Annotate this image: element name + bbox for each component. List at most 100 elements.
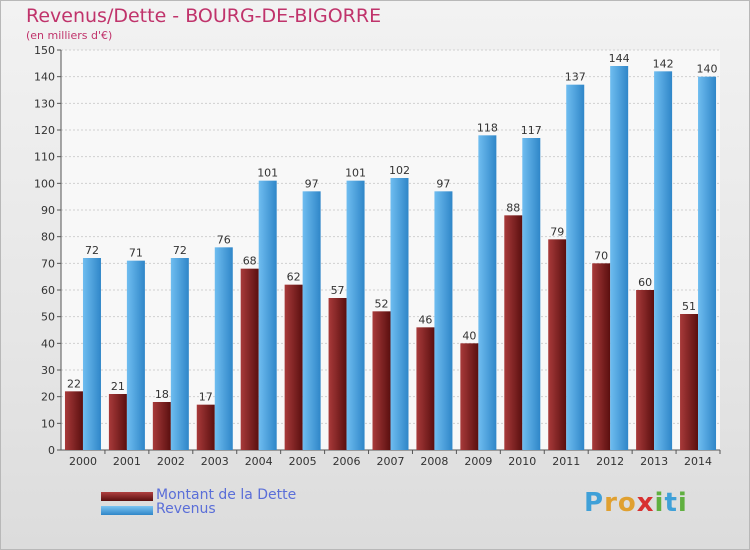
data-label-dette: 51 [682, 300, 696, 313]
y-tick-label: 80 [41, 231, 55, 244]
data-label-revenus: 102 [389, 164, 410, 177]
bar-dette [240, 268, 259, 450]
data-label-dette: 52 [375, 297, 389, 310]
y-tick-label: 120 [34, 124, 55, 137]
y-tick-label: 30 [41, 364, 55, 377]
logo-letter: r [604, 488, 618, 518]
data-label-dette: 21 [111, 380, 125, 393]
data-label-dette: 18 [155, 388, 169, 401]
bar-revenus [698, 76, 717, 451]
data-label-revenus: 144 [609, 52, 630, 65]
x-tick-label: 2006 [333, 455, 361, 468]
y-tick-label: 130 [34, 97, 55, 110]
bar-revenus [170, 258, 189, 450]
x-tick-label: 2013 [640, 455, 668, 468]
data-label-dette: 46 [418, 313, 432, 326]
bar-dette [372, 311, 391, 450]
x-tick-label: 2003 [201, 455, 229, 468]
bar-dette [592, 263, 611, 450]
y-tick-label: 60 [41, 284, 55, 297]
x-tick-label: 2009 [464, 455, 492, 468]
bar-dette [416, 327, 435, 450]
x-tick-label: 2007 [377, 455, 405, 468]
data-label-revenus: 118 [477, 121, 498, 134]
bar-dette [504, 215, 523, 450]
data-label-revenus: 72 [85, 244, 99, 257]
x-tick-label: 2012 [596, 455, 624, 468]
data-label-revenus: 72 [173, 244, 187, 257]
data-label-revenus: 97 [436, 177, 450, 190]
data-label-revenus: 76 [217, 233, 231, 246]
logo-letter: i [654, 488, 665, 518]
y-tick-label: 90 [41, 204, 55, 217]
bar-dette [548, 239, 567, 450]
bar-revenus [346, 180, 365, 450]
bar-revenus [434, 191, 453, 451]
x-tick-label: 2002 [157, 455, 185, 468]
data-label-revenus: 142 [653, 57, 674, 70]
y-tick-label: 70 [41, 257, 55, 270]
bar-revenus [82, 258, 101, 450]
x-tick-label: 2000 [69, 455, 97, 468]
x-tick-label: 2010 [508, 455, 536, 468]
legend-label-revenus: Revenus [156, 501, 216, 517]
legend-swatch-dette [101, 492, 153, 501]
data-labels: 22 72 21 71 18 72 17 76 68 101 62 97 57 101 52 102 46 97 4… [67, 52, 718, 404]
bar-revenus [566, 84, 585, 451]
bar-revenus [302, 191, 321, 451]
x-tick-label: 2001 [113, 455, 141, 468]
y-tick-label: 0 [48, 444, 55, 457]
y-tick-label: 140 [34, 71, 55, 84]
data-label-revenus: 97 [305, 177, 319, 190]
bar-dette [152, 402, 171, 450]
data-label-dette: 60 [638, 276, 652, 289]
bar-dette [680, 314, 699, 450]
data-label-dette: 62 [287, 271, 301, 284]
x-tick-label: 2004 [245, 455, 273, 468]
data-label-dette: 17 [199, 391, 213, 404]
data-label-dette: 79 [550, 225, 564, 238]
y-tick-label: 40 [41, 337, 55, 350]
y-tick-label: 100 [34, 177, 55, 190]
data-label-revenus: 101 [257, 167, 278, 180]
legend-swatch-revenus [101, 506, 153, 515]
logo-letter: o [617, 488, 637, 518]
chart-title: Revenus/Dette - BOURG-DE-BIGORRE [26, 5, 382, 27]
x-tick-label: 2008 [420, 455, 448, 468]
y-tick-label: 150 [34, 44, 55, 57]
logo-letter: P [584, 488, 605, 518]
bar-revenus [478, 135, 497, 451]
chart-subtitle: (en milliers d'€) [26, 29, 113, 42]
data-label-dette: 88 [506, 201, 520, 214]
x-tick-label: 2014 [684, 455, 712, 468]
bar-dette [108, 394, 127, 450]
bar-revenus [390, 178, 409, 450]
logo-letter: x [636, 488, 655, 518]
data-label-revenus: 101 [345, 167, 366, 180]
bar-revenus [522, 138, 541, 450]
bar-dette [64, 391, 83, 450]
bar-dette [328, 298, 347, 450]
data-label-dette: 57 [331, 284, 345, 297]
bar-chart: 0 10 20 30 40 50 60 70 80 90 100 110 120 130 140 150 200… [34, 44, 721, 468]
axes: 0 10 20 30 40 50 60 70 80 90 100 110 120 130 140 150 200… [34, 44, 721, 468]
proxiti-logo: Proxiti [584, 488, 688, 518]
bar-revenus [126, 260, 145, 450]
data-label-revenus: 140 [697, 63, 718, 76]
y-tick-label: 50 [41, 311, 55, 324]
logo-letter: t [664, 488, 678, 518]
data-label-dette: 22 [67, 377, 81, 390]
bar-revenus [654, 71, 673, 450]
data-label-revenus: 117 [521, 124, 542, 137]
data-label-dette: 68 [243, 255, 257, 268]
legend-label-dette: Montant de la Dette [156, 487, 297, 503]
bar-revenus [214, 247, 233, 450]
x-tick-label: 2011 [552, 455, 580, 468]
bar-dette [636, 290, 655, 450]
y-tick-label: 10 [41, 417, 55, 430]
logo-letter: i [677, 488, 688, 518]
data-label-revenus: 137 [565, 71, 586, 84]
data-label-dette: 40 [462, 329, 476, 342]
y-tick-label: 20 [41, 391, 55, 404]
y-tick-label: 110 [34, 151, 55, 164]
